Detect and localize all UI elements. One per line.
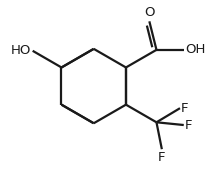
Text: HO: HO xyxy=(10,44,31,57)
Text: O: O xyxy=(144,6,155,19)
Text: OH: OH xyxy=(185,43,205,56)
Text: F: F xyxy=(181,102,188,115)
Text: F: F xyxy=(158,151,166,164)
Text: F: F xyxy=(185,119,192,132)
